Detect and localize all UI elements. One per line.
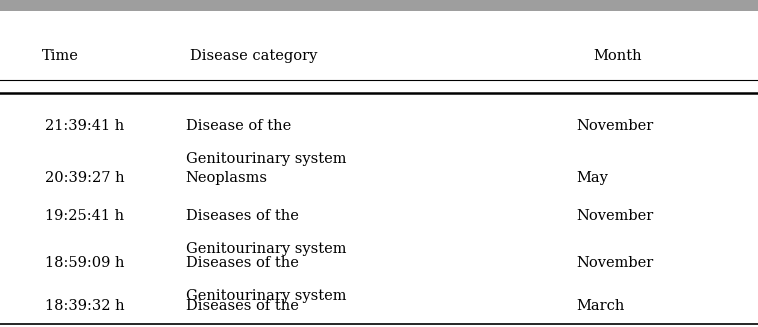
Text: Disease category: Disease category xyxy=(190,49,318,62)
Bar xyxy=(0,0,758,11)
Text: Genitourinary system: Genitourinary system xyxy=(186,152,346,165)
Text: 20:39:27 h: 20:39:27 h xyxy=(45,171,125,185)
Text: Genitourinary system: Genitourinary system xyxy=(186,289,346,303)
Text: Diseases of the: Diseases of the xyxy=(186,256,299,270)
Text: November: November xyxy=(576,119,653,133)
Text: Month: Month xyxy=(594,49,642,62)
Text: 21:39:41 h: 21:39:41 h xyxy=(45,119,125,133)
Text: Time: Time xyxy=(42,49,79,62)
Text: 18:59:09 h: 18:59:09 h xyxy=(45,256,125,270)
Text: 19:25:41 h: 19:25:41 h xyxy=(45,209,124,223)
Text: Disease of the: Disease of the xyxy=(186,119,291,133)
Text: Neoplasms: Neoplasms xyxy=(186,171,268,185)
Text: Diseases of the: Diseases of the xyxy=(186,299,299,313)
Text: May: May xyxy=(576,171,608,185)
Text: November: November xyxy=(576,256,653,270)
Text: March: March xyxy=(576,299,625,313)
Text: November: November xyxy=(576,209,653,223)
Text: Diseases of the: Diseases of the xyxy=(186,209,299,223)
Text: 18:39:32 h: 18:39:32 h xyxy=(45,299,125,313)
Text: Genitourinary system: Genitourinary system xyxy=(186,242,346,255)
